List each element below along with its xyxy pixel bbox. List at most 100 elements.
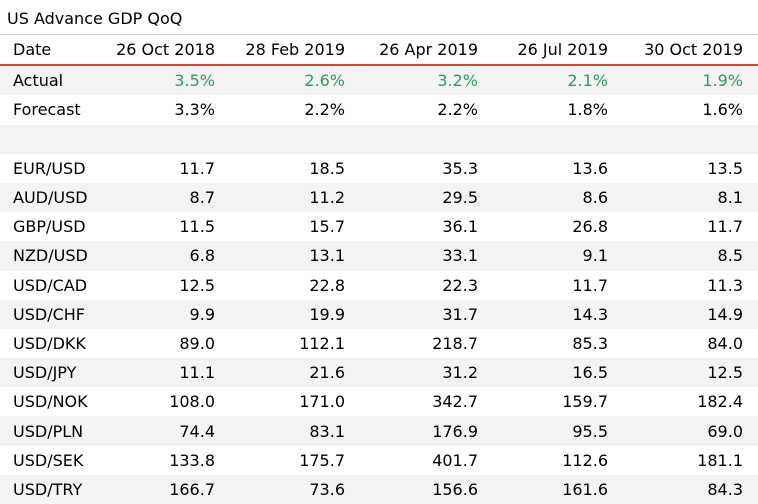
pair-value: 8.7 [189,188,215,208]
table-row: EUR/USD 11.7 18.5 35.3 13.6 13.5 [0,153,758,183]
actual-value: 2.6% [304,71,345,91]
header-release-date: 26 Oct 2018 [116,40,215,60]
pair-value: 182.4 [697,392,743,412]
pair-label: USD/SEK [13,450,84,470]
pair-value: 85.3 [572,333,608,353]
table-row: USD/CAD 12.5 22.8 22.3 11.7 11.3 [0,270,758,300]
pair-label: USD/TRY [13,479,83,499]
pair-value: 15.7 [309,217,345,237]
table-row: GBP/USD 11.5 15.7 36.1 26.8 11.7 [0,212,758,242]
pair-value: 13.5 [707,158,743,178]
forecast-value: 3.3% [174,100,215,120]
pair-value: 31.7 [442,304,478,324]
pair-value: 9.9 [189,304,215,324]
pair-value: 89.0 [179,333,215,353]
pair-label: NZD/USD [13,246,88,266]
pair-value: 11.7 [179,158,215,178]
table-row: USD/DKK 89.0 112.1 218.7 85.3 84.0 [0,328,758,359]
pair-value: 29.5 [442,188,478,208]
pair-value: 26.8 [572,217,608,237]
pair-value: 95.5 [572,421,608,441]
table-title: US Advance GDP QoQ [7,9,183,28]
pair-label: GBP/USD [13,217,86,237]
pair-value: 112.6 [562,450,608,470]
pair-value: 16.5 [572,363,608,383]
actual-value: 3.2% [437,71,478,91]
pair-value: 73.6 [309,479,345,499]
pair-value: 13.1 [309,246,345,266]
pair-value: 11.1 [179,363,215,383]
pair-value: 22.8 [309,275,345,295]
pair-value: 175.7 [299,450,345,470]
pair-value: 22.3 [442,275,478,295]
pair-value: 12.5 [179,275,215,295]
pair-value: 181.1 [697,450,743,470]
table-row: USD/CHF 9.9 19.9 31.7 14.3 14.9 [0,299,758,329]
actual-value: 1.9% [702,71,743,91]
table-row: USD/TRY 166.7 73.6 156.6 161.6 84.3 [0,474,758,504]
table-row: USD/JPY 11.1 21.6 31.2 16.5 12.5 [0,358,758,388]
row-label: Actual [13,71,64,91]
pair-value: 8.5 [717,246,743,266]
forecast-value: 2.2% [437,100,478,120]
spacer-row [0,124,758,154]
pair-value: 31.2 [442,363,478,383]
pair-value: 14.3 [572,304,608,324]
pair-label: EUR/USD [13,158,86,178]
pair-value: 8.1 [717,188,743,208]
pair-value: 13.6 [572,158,608,178]
table-row: USD/NOK 108.0 171.0 342.7 159.7 182.4 [0,387,758,417]
pair-value: 11.7 [707,217,743,237]
pair-value: 12.5 [707,363,743,383]
pair-label: USD/JPY [13,363,77,383]
pair-label: AUD/USD [13,188,88,208]
forecast-value: 1.8% [567,100,608,120]
header-row: Date 26 Oct 2018 28 Feb 2019 26 Apr 2019… [0,34,758,66]
header-release-date: 30 Oct 2019 [644,40,743,60]
actual-value: 3.5% [174,71,215,91]
table-row: USD/PLN 74.4 83.1 176.9 95.5 69.0 [0,416,758,446]
forecast-row: Forecast 3.3% 2.2% 2.2% 1.8% 1.6% [0,95,758,125]
header-release-date: 26 Apr 2019 [379,40,478,60]
actual-value: 2.1% [567,71,608,91]
pair-value: 161.6 [562,479,608,499]
row-label: Forecast [13,100,81,120]
pair-value: 166.7 [169,479,215,499]
pair-label: USD/CAD [13,275,88,295]
pair-value: 11.2 [309,188,345,208]
pair-value: 18.5 [309,158,345,178]
pair-value: 35.3 [442,158,478,178]
forecast-value: 2.2% [304,100,345,120]
pair-value: 11.3 [707,275,743,295]
pair-value: 9.1 [582,246,608,266]
pair-label: USD/DKK [13,333,86,353]
pair-value: 6.8 [189,246,215,266]
pair-value: 14.9 [707,304,743,324]
header-release-date: 28 Feb 2019 [245,40,345,60]
header-date: Date [13,40,52,60]
pair-label: USD/PLN [13,421,84,441]
pair-value: 74.4 [179,421,215,441]
pair-value: 401.7 [432,450,478,470]
forecast-value: 1.6% [702,100,743,120]
pair-value: 108.0 [169,392,215,412]
pair-value: 156.6 [432,479,478,499]
pair-value: 133.8 [169,450,215,470]
pair-value: 69.0 [707,421,743,441]
pair-value: 36.1 [442,217,478,237]
pair-value: 171.0 [299,392,345,412]
actual-row: Actual 3.5% 2.6% 3.2% 2.1% 1.9% [0,65,758,96]
pair-label: USD/CHF [13,304,85,324]
pair-value: 112.1 [299,333,345,353]
pair-value: 218.7 [432,333,478,353]
pair-value: 11.5 [179,217,215,237]
pair-value: 83.1 [309,421,345,441]
pair-value: 176.9 [432,421,478,441]
pair-value: 159.7 [562,392,608,412]
table-row: USD/SEK 133.8 175.7 401.7 112.6 181.1 [0,445,758,475]
pair-value: 342.7 [432,392,478,412]
pair-value: 19.9 [309,304,345,324]
gdp-fx-table: Date 26 Oct 2018 28 Feb 2019 26 Apr 2019… [0,34,758,504]
pair-label: USD/NOK [13,392,88,412]
